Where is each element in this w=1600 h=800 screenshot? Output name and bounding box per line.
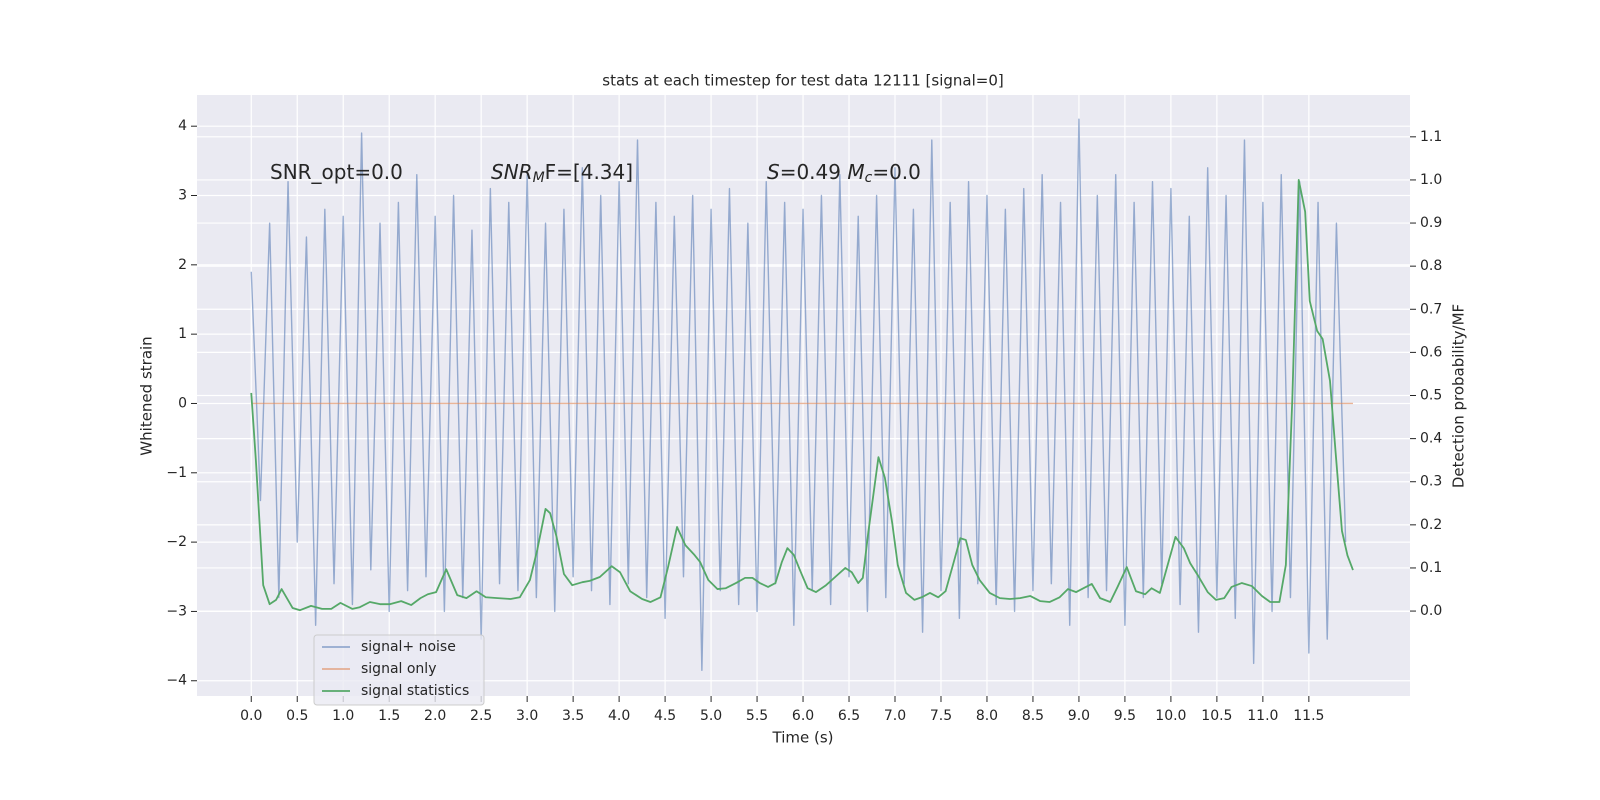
annotation-part: =0.49	[780, 160, 848, 184]
x-tick-label: 8.0	[976, 708, 998, 724]
y-tick-label: 3	[178, 188, 187, 204]
y2-tick-label: 0.7	[1420, 301, 1442, 317]
y2-axis-label: Detection probability/MF	[1450, 304, 1468, 488]
y-tick-label: 1	[178, 326, 187, 342]
x-tick-label: 7.5	[930, 708, 952, 724]
x-tick-label: 2.0	[424, 708, 446, 724]
y-tick-label: −1	[166, 465, 187, 481]
y2-tick-label: 1.1	[1420, 129, 1442, 145]
y2-tick-label: 0.6	[1420, 344, 1442, 360]
y2-tick-label: 0.9	[1420, 215, 1442, 231]
x-tick-label: 6.5	[838, 708, 860, 724]
y-tick-label: −4	[166, 673, 187, 689]
y-tick-label: 0	[178, 395, 187, 411]
x-tick-label: 4.0	[608, 708, 630, 724]
annotation-part: SNR_opt=0.0	[270, 160, 403, 184]
x-tick-label: 8.5	[1022, 708, 1044, 724]
annotation-part: SNR	[491, 160, 533, 184]
legend-label: signal+ noise	[361, 639, 456, 655]
series-line	[250, 118, 1347, 672]
x-tick-label: 10.0	[1155, 708, 1186, 724]
x-axis-label: Time (s)	[772, 729, 834, 747]
x-tick-label: 2.5	[470, 708, 492, 724]
y-axis-label: Whitened strain	[138, 336, 156, 455]
x-tick-label: 9.0	[1068, 708, 1090, 724]
y2-tick-label: 0.5	[1420, 388, 1442, 404]
annotation: S=0.49 Mc=0.0	[767, 160, 921, 187]
x-tick-label: 11.0	[1247, 708, 1278, 724]
x-tick-label: 5.5	[746, 708, 768, 724]
x-tick-label: 9.5	[1114, 708, 1136, 724]
y-tick-label: 2	[178, 257, 187, 273]
axes: 0.0 0.5 1.0 1.5 2.0 2.5 3.0 3.5 4.0 4.5 5.0 5.5 6.0 6…	[166, 118, 1442, 724]
y2-tick-label: 0.4	[1420, 431, 1442, 447]
annotation-part: M	[847, 160, 864, 184]
y2-tick-label: 0.8	[1420, 258, 1442, 274]
legend-box	[313, 634, 485, 706]
x-tick-label: 5.0	[700, 708, 722, 724]
legend: signal+ noise signal only signal statistic…	[313, 634, 485, 706]
annotation-part: M	[533, 170, 545, 186]
annotation-part: =0.0	[872, 160, 921, 184]
y2-tick-label: 0.3	[1420, 474, 1442, 490]
marks	[250, 118, 1354, 672]
annotation-part: S	[767, 160, 780, 184]
annotation-part: c	[865, 170, 873, 186]
chart-title: stats at each timestep for test data 121…	[602, 72, 1003, 90]
y-tick-label: −3	[166, 603, 187, 619]
x-tick-label: 7.0	[884, 708, 906, 724]
x-tick-label: 1.0	[332, 708, 354, 724]
y2-tick-label: 1.0	[1420, 172, 1442, 188]
annotation: SNRMF=[4.34]	[491, 160, 633, 187]
x-tick-label: 4.5	[654, 708, 676, 724]
x-tick-label: 11.5	[1293, 708, 1324, 724]
x-tick-label: 6.0	[792, 708, 814, 724]
x-tick-label: 10.5	[1201, 708, 1232, 724]
annotation-part: F=[4.34]	[545, 160, 633, 184]
annotation: SNR_opt=0.0	[270, 160, 403, 184]
x-tick-label: 3.5	[562, 708, 584, 724]
y-tick-label: −2	[166, 534, 187, 550]
y2-tick-label: 0.1	[1420, 560, 1442, 576]
y2-tick-label: 0.2	[1420, 517, 1442, 533]
legend-label: signal only	[361, 661, 436, 677]
x-tick-label: 0.0	[240, 708, 262, 724]
y-tick-label: 4	[178, 118, 187, 134]
y2-tick-label: 0.0	[1420, 603, 1442, 619]
x-tick-label: 1.5	[378, 708, 400, 724]
series-line	[250, 179, 1354, 612]
x-tick-label: 3.0	[516, 708, 538, 724]
legend-label: signal statistics	[361, 683, 469, 699]
x-tick-label: 0.5	[286, 708, 308, 724]
